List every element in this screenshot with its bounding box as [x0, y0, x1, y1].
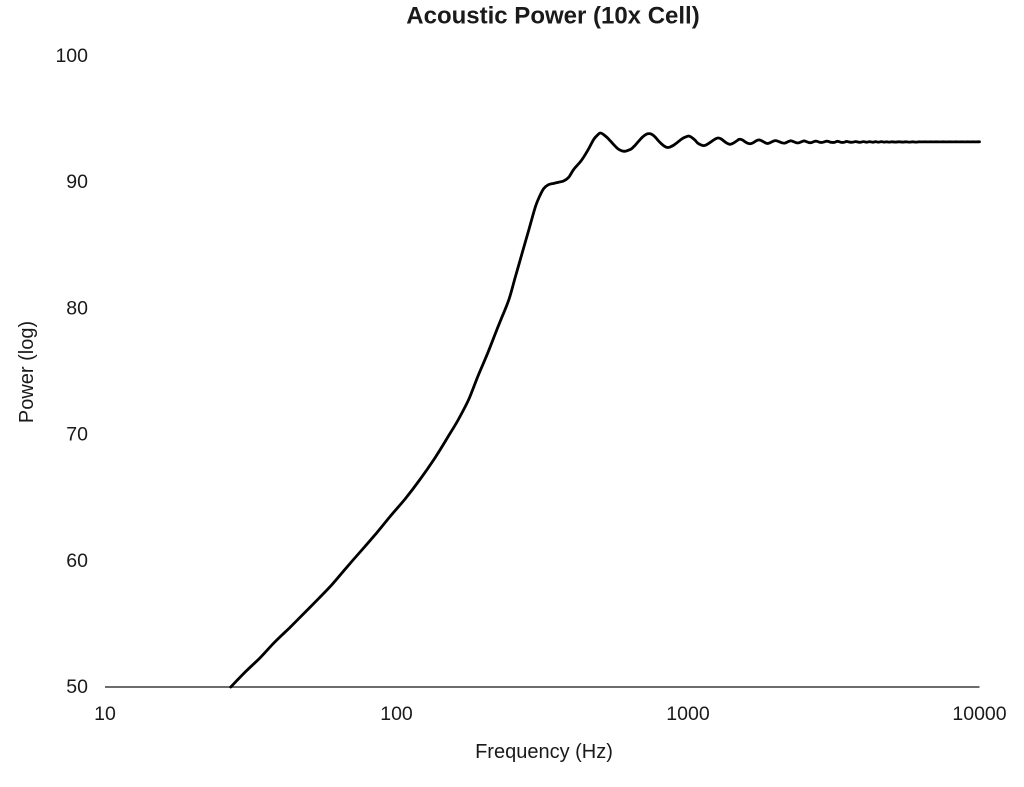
x-axis-tick-labels: 10 100 1000 10000 — [94, 703, 1007, 725]
acoustic-power-curve — [229, 131, 981, 689]
y-tick-label: 80 — [66, 297, 88, 319]
y-tick-label: 60 — [66, 550, 88, 572]
y-tick-label: 100 — [55, 45, 88, 67]
y-axis-tick-labels: 50 60 70 80 90 100 — [55, 45, 88, 698]
chart-title: Acoustic Power (10x Cell) — [406, 3, 699, 30]
x-tick-label: 1000 — [666, 703, 710, 725]
y-tick-label: 90 — [66, 171, 88, 193]
y-tick-label: 50 — [66, 676, 88, 698]
x-tick-label: 100 — [380, 703, 413, 725]
x-axis-title: Frequency (Hz) — [475, 741, 613, 763]
y-axis-title: Power (log) — [16, 321, 38, 423]
y-tick-label: 70 — [66, 424, 88, 446]
x-tick-label: 10 — [94, 703, 116, 725]
x-tick-label: 10000 — [952, 703, 1006, 725]
